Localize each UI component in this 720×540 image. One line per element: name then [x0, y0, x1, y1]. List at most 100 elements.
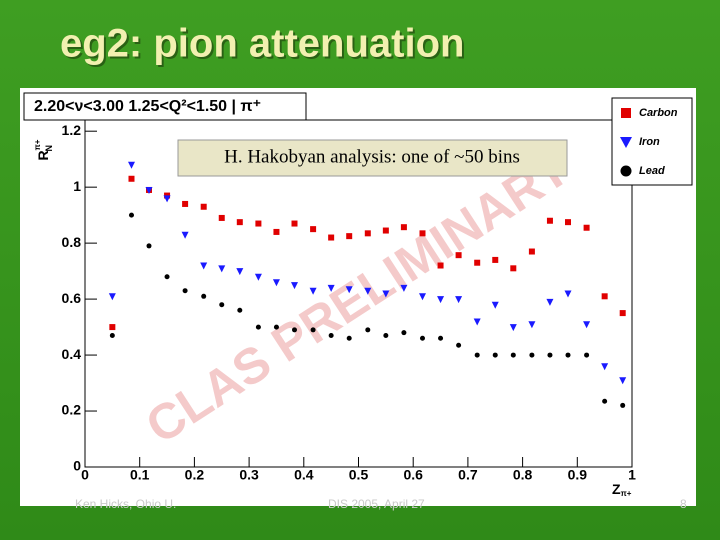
- point: [400, 284, 408, 292]
- point: [128, 175, 135, 182]
- x-tick-label: 0.2: [185, 467, 205, 483]
- x-label-sub: π+: [621, 489, 632, 498]
- point: [364, 230, 371, 237]
- point: [328, 234, 335, 241]
- point: [547, 352, 553, 358]
- point: [255, 324, 261, 330]
- x-tick-label: 1: [628, 467, 636, 483]
- point: [619, 377, 627, 385]
- point: [455, 252, 462, 259]
- point: [164, 274, 170, 280]
- legend-marker: [620, 137, 632, 148]
- point: [182, 288, 188, 294]
- footer-author: Ken Hicks, Ohio U.: [75, 497, 176, 511]
- point: [546, 217, 553, 224]
- point: [145, 186, 153, 194]
- x-tick-label: 0: [81, 467, 89, 483]
- x-tick-label: 0.5: [349, 467, 369, 483]
- point: [310, 327, 316, 333]
- point: [437, 262, 444, 269]
- point: [601, 293, 608, 300]
- point: [473, 318, 481, 326]
- page-number: 8: [680, 497, 687, 511]
- point: [328, 332, 334, 338]
- point: [108, 293, 116, 301]
- point: [419, 230, 426, 237]
- y-tick-label: 0.2: [62, 402, 82, 418]
- x-label-base: Z: [612, 481, 621, 497]
- y-tick-label: 1.2: [62, 122, 82, 138]
- point: [400, 224, 407, 231]
- y-label-base: R: [35, 150, 51, 160]
- point: [474, 352, 480, 358]
- point: [236, 268, 244, 276]
- point: [292, 327, 298, 333]
- point: [418, 293, 426, 301]
- point: [455, 296, 463, 304]
- point: [510, 352, 516, 358]
- point: [509, 324, 517, 332]
- x-tick-label: 0.3: [239, 467, 259, 483]
- point: [602, 398, 608, 404]
- point: [619, 310, 626, 317]
- y-tick-label: 0.8: [62, 234, 82, 250]
- point: [474, 259, 481, 266]
- point: [218, 214, 225, 221]
- point: [528, 248, 535, 255]
- point: [528, 321, 536, 329]
- point: [365, 327, 371, 333]
- y-label-sub: N: [44, 145, 54, 152]
- point: [620, 402, 626, 408]
- legend-label: Iron: [639, 136, 660, 148]
- point: [583, 321, 591, 329]
- legend-marker: [621, 108, 631, 118]
- y-axis-label: Rπ+ N: [33, 139, 54, 160]
- legend-label: Lead: [639, 165, 665, 177]
- x-tick-label: 0.6: [403, 467, 423, 483]
- y-tick-label: 0: [73, 458, 81, 474]
- point: [218, 265, 226, 273]
- point: [438, 335, 444, 341]
- point: [565, 352, 571, 358]
- point: [128, 212, 134, 218]
- point: [310, 226, 317, 233]
- point: [492, 352, 498, 358]
- point: [182, 200, 189, 207]
- point: [272, 279, 280, 287]
- x-tick-label: 0.7: [458, 467, 478, 483]
- point: [345, 286, 353, 294]
- point: [109, 332, 115, 338]
- y-tick-label: 0.6: [62, 290, 82, 306]
- point: [255, 220, 262, 227]
- point: [364, 287, 372, 295]
- point: [546, 298, 554, 306]
- point: [382, 227, 389, 234]
- point: [601, 363, 609, 371]
- point: [237, 307, 243, 313]
- legend-marker: [620, 165, 632, 177]
- x-tick-label: 0.9: [568, 467, 588, 483]
- point: [383, 332, 389, 338]
- point: [584, 352, 590, 358]
- point: [109, 324, 116, 331]
- header-box: [23, 92, 307, 121]
- point: [291, 282, 299, 290]
- y-label-sup: π+: [33, 139, 42, 150]
- point: [273, 228, 280, 235]
- point: [273, 324, 279, 330]
- point: [583, 224, 590, 231]
- point: [529, 352, 535, 358]
- annotation: H. Hakobyan analysis: one of ~50 bins: [224, 146, 520, 167]
- point: [491, 301, 499, 309]
- plot-header: 2.20<ν<3.00 1.25<Q²<1.50 | π⁺: [34, 98, 261, 115]
- point: [236, 219, 243, 226]
- point: [419, 335, 425, 341]
- x-axis-label: Zπ+: [612, 481, 632, 498]
- point: [401, 330, 407, 336]
- point: [309, 287, 317, 295]
- x-tick-label: 0.4: [294, 467, 314, 483]
- point: [456, 342, 462, 348]
- point: [291, 220, 298, 227]
